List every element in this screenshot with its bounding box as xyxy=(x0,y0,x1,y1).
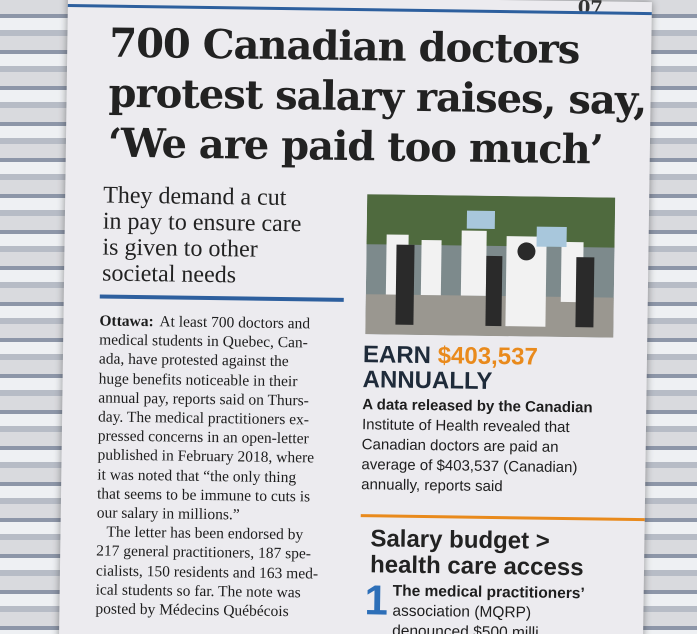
body-line: it was noted that “the only thing xyxy=(97,466,297,486)
body-line: annual pay, reports said on Thurs- xyxy=(98,389,309,410)
body-line: ical students so far. The note was xyxy=(95,581,301,602)
subhead: They demand a cut xyxy=(103,182,287,212)
subhead: societal needs xyxy=(101,260,237,289)
highlight-prefix: EARN xyxy=(362,341,432,370)
headline: ‘We are paid too much’ xyxy=(107,119,604,174)
body-line: pressed concerns in an open-letter xyxy=(97,427,309,448)
dateline: Ottawa: xyxy=(99,312,154,331)
headline: 700 Canadian doctors xyxy=(108,19,580,74)
body-line: that seems to be immune to cuts is xyxy=(96,485,311,506)
item-line: association (MQRP) xyxy=(392,602,532,622)
body-line: day. The medical practitioners ex- xyxy=(97,408,310,429)
rule xyxy=(99,294,344,302)
rule xyxy=(360,514,645,522)
body-line: ada, have protested against the xyxy=(98,350,289,371)
info-line: A data released by the Canadian xyxy=(362,396,593,417)
body-line: 217 general practitioners, 187 spe- xyxy=(96,542,312,563)
info-line: annually, reports said xyxy=(361,476,503,496)
body-line: our salary in millions.” xyxy=(96,504,240,524)
item-line: denounced $500 milli xyxy=(392,622,539,634)
newspaper-page: 07 700 Canadian doctors protest salary r… xyxy=(58,0,652,634)
section-title: health care access xyxy=(369,551,584,582)
page-number: 07 xyxy=(577,0,604,19)
info-line: average of $403,537 (Canadian) xyxy=(361,456,578,477)
headline: protest salary raises, say, xyxy=(108,69,647,125)
body-line: medical students in Quebec, Can- xyxy=(99,331,309,352)
body-line: posted by Médecins Québécois xyxy=(95,600,289,621)
body-line: The letter has been endorsed by xyxy=(106,523,304,544)
info-line: Institute of Health revealed that xyxy=(361,416,570,437)
body-line: published in February 2018, where xyxy=(97,446,315,467)
body-line: huge benefits noticeable in their xyxy=(98,370,298,390)
item-line: The medical practitioners’ xyxy=(392,582,585,603)
subhead: is given to other xyxy=(102,234,258,263)
body-line: cialists, 150 residents and 163 med- xyxy=(95,562,319,583)
item-number: 1 xyxy=(364,576,389,624)
top-rule xyxy=(67,3,652,16)
photo xyxy=(365,194,616,338)
highlight-amount: $403,537 xyxy=(437,342,538,371)
info-line: Canadian doctors are paid an xyxy=(361,436,559,456)
subhead: in pay to ensure care xyxy=(102,208,302,238)
highlight-suffix: ANNUALLY xyxy=(362,366,493,395)
body-line: At least 700 doctors and xyxy=(159,313,311,333)
